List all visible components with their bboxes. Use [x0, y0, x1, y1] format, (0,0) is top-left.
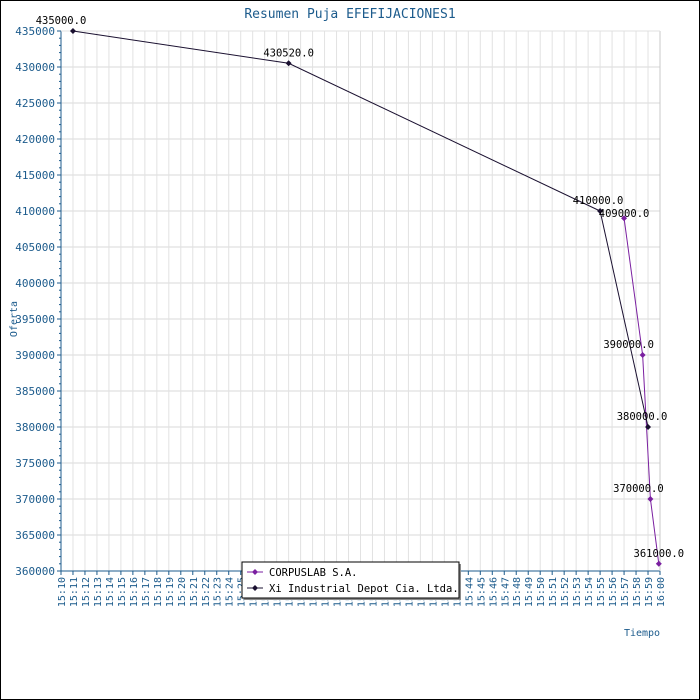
data-point-marker [285, 60, 292, 67]
data-point-marker [647, 496, 654, 502]
x-tick-label: 15:46 [488, 577, 499, 607]
y-tick-label: 425000 [15, 97, 55, 110]
y-tick-label: 400000 [15, 277, 55, 290]
x-tick-label: 15:23 [213, 577, 224, 607]
x-tick-label: 15:18 [153, 577, 164, 607]
x-tick-label: 16:00 [656, 577, 667, 607]
x-tick-label: 15:58 [632, 577, 643, 607]
data-point-marker [655, 560, 662, 567]
series-line [72, 30, 649, 428]
x-tick-label: 15:55 [596, 577, 607, 607]
y-axis-label: Oferta [9, 301, 20, 337]
data-label: 435000.0 [36, 15, 87, 27]
data-labels: 409000.0 390000.0 370000.0 361000.0 435000.0… [36, 15, 684, 560]
x-tick-label: 15:14 [105, 577, 116, 607]
y-tick-label: 370000 [15, 493, 55, 506]
y-tick-label: 380000 [15, 421, 55, 434]
data-point-marker [639, 352, 646, 358]
y-axis-ticks: 360000 365000 370000 375000 380000 385000 3900… [15, 25, 61, 578]
legend-entry-label: CORPUSLAB S.A. [269, 567, 358, 579]
y-tick-label: 365000 [15, 529, 55, 542]
x-tick-label: 15:22 [201, 577, 212, 607]
y-tick-label: 390000 [15, 349, 55, 362]
x-tick-label: 15:56 [608, 577, 619, 607]
y-tick-label: 435000 [15, 25, 55, 38]
y-tick-label: 430000 [15, 61, 55, 74]
data-label: 410000.0 [573, 195, 624, 207]
x-tick-label: 15:52 [560, 577, 571, 607]
x-tick-label: 15:47 [500, 577, 511, 607]
x-tick-label: 15:51 [548, 577, 559, 607]
y-tick-label: 410000 [15, 205, 55, 218]
data-label: 409000.0 [599, 208, 650, 220]
x-tick-label: 15:48 [512, 577, 523, 607]
y-tick-label: 375000 [15, 457, 55, 470]
y-tick-label: 405000 [15, 241, 55, 254]
data-label: 380000.0 [617, 411, 668, 423]
legend: CORPUSLAB S.A. Xi Industrial Depot Cia. L… [241, 561, 461, 600]
x-axis-label: Tiempo [624, 628, 660, 639]
x-tick-label: 15:44 [464, 577, 475, 607]
y-tick-label: 420000 [15, 133, 55, 146]
x-tick-label: 15:16 [129, 577, 140, 607]
x-tick-label: 15:45 [476, 577, 487, 607]
x-tick-label: 15:15 [117, 577, 128, 607]
data-label: 430520.0 [263, 47, 314, 59]
x-tick-label: 15:20 [177, 577, 188, 607]
x-tick-label: 15:24 [225, 577, 236, 607]
legend-swatch-marker [252, 585, 258, 591]
x-tick-label: 15:53 [572, 577, 583, 607]
x-tick-label: 15:13 [93, 577, 104, 607]
y-tick-label: 385000 [15, 385, 55, 398]
y-tick-label: 360000 [15, 565, 55, 578]
x-tick-label: 15:17 [141, 577, 152, 607]
y-tick-label: 395000 [15, 313, 55, 326]
data-label: 361000.0 [634, 548, 685, 560]
series-layer [69, 28, 662, 567]
x-tick-label: 15:59 [644, 577, 655, 607]
x-tick-label: 15:54 [584, 577, 595, 607]
x-tick-label: 15:10 [57, 577, 68, 607]
data-point-marker [621, 215, 628, 222]
data-point-marker [69, 28, 76, 34]
grid-lines [60, 30, 661, 572]
chart-title: Resumen Puja EFEFIJACIONES1 [244, 7, 455, 22]
x-tick-label: 15:19 [165, 577, 176, 607]
x-tick-label: 15:57 [620, 577, 631, 607]
x-tick-label: 15:21 [189, 577, 200, 607]
x-tick-label: 15:49 [524, 577, 535, 607]
y-tick-label: 415000 [15, 169, 55, 182]
data-point-marker [645, 424, 652, 430]
x-tick-label: 15:12 [81, 577, 92, 607]
data-point-marker [597, 208, 604, 214]
data-label: 390000.0 [603, 339, 654, 351]
x-tick-label: 15:11 [69, 577, 80, 607]
x-tick-label: 15:50 [536, 577, 547, 607]
legend-entry-label: Xi Industrial Depot Cia. Ltda. [269, 583, 459, 595]
data-label: 370000.0 [613, 483, 664, 495]
legend-box [241, 561, 460, 599]
legend-swatch-marker [252, 569, 258, 575]
